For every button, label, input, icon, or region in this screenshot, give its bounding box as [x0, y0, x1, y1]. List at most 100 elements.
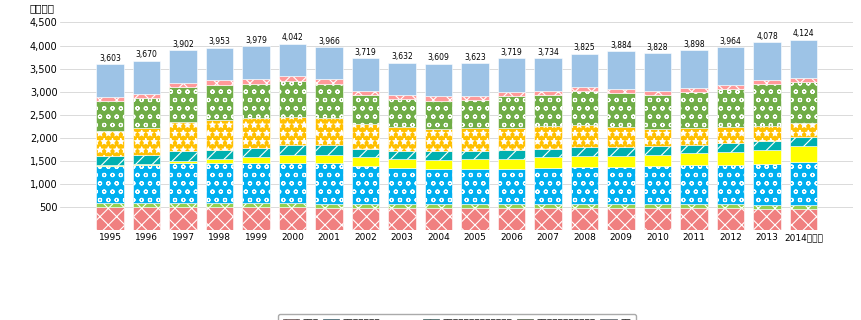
- Bar: [351, 91, 379, 95]
- Bar: [534, 126, 561, 149]
- Bar: [242, 118, 269, 148]
- Bar: [534, 208, 561, 230]
- Bar: [315, 208, 343, 230]
- Bar: [351, 95, 379, 124]
- Bar: [315, 84, 343, 118]
- Bar: [789, 82, 816, 123]
- Bar: [534, 168, 561, 204]
- Bar: [498, 96, 524, 128]
- Bar: [607, 167, 634, 204]
- Bar: [242, 79, 269, 84]
- Bar: [351, 157, 379, 166]
- Text: 3,632: 3,632: [391, 52, 412, 61]
- Bar: [96, 207, 124, 230]
- Bar: [643, 95, 671, 129]
- Bar: [279, 44, 306, 76]
- Bar: [170, 87, 196, 122]
- Bar: [133, 164, 160, 165]
- Bar: [279, 155, 306, 163]
- Bar: [570, 208, 598, 230]
- Bar: [570, 167, 598, 204]
- Bar: [753, 141, 780, 149]
- Bar: [242, 148, 269, 157]
- Bar: [206, 85, 233, 120]
- Bar: [534, 95, 561, 126]
- Bar: [607, 148, 634, 156]
- Bar: [206, 163, 233, 203]
- Bar: [206, 120, 233, 150]
- Bar: [679, 128, 707, 145]
- Bar: [570, 125, 598, 148]
- Bar: [242, 203, 269, 207]
- Bar: [170, 207, 196, 230]
- Bar: [789, 137, 816, 146]
- Bar: [716, 47, 743, 85]
- Bar: [461, 159, 488, 169]
- Bar: [570, 156, 598, 167]
- Bar: [753, 126, 780, 141]
- Bar: [170, 161, 196, 163]
- Bar: [679, 92, 707, 128]
- Bar: [607, 93, 634, 127]
- Bar: [534, 91, 561, 95]
- Bar: [96, 156, 124, 165]
- Bar: [424, 100, 452, 129]
- Text: 3,670: 3,670: [135, 51, 158, 60]
- Bar: [170, 203, 196, 207]
- Bar: [753, 149, 780, 164]
- Bar: [461, 100, 488, 128]
- Bar: [716, 164, 743, 204]
- Bar: [242, 84, 269, 118]
- Bar: [607, 89, 634, 93]
- Bar: [753, 42, 780, 80]
- Text: 3,966: 3,966: [318, 37, 339, 46]
- Bar: [388, 208, 415, 230]
- Bar: [206, 207, 233, 230]
- Bar: [498, 59, 524, 92]
- Bar: [242, 163, 269, 203]
- Legend: 通信業, 放送業, 情報サービス業, インターネット附随サービス業, 映像・音声・文字情報制作業, 情報通信関連製造業, 情報通信関連サービス業, 情報通信関連: 通信業, 放送業, 情報サービス業, インターネット附随サービス業, 映像・音声…: [278, 314, 635, 320]
- Bar: [789, 209, 816, 230]
- Text: 4,124: 4,124: [792, 29, 814, 38]
- Text: （千人）: （千人）: [30, 3, 55, 13]
- Bar: [498, 204, 524, 208]
- Bar: [424, 208, 452, 230]
- Bar: [679, 208, 707, 230]
- Bar: [388, 95, 415, 99]
- Text: 3,884: 3,884: [610, 41, 631, 50]
- Text: 3,979: 3,979: [245, 36, 267, 45]
- Bar: [461, 151, 488, 159]
- Bar: [461, 204, 488, 208]
- Bar: [388, 151, 415, 159]
- Bar: [716, 204, 743, 208]
- Bar: [206, 80, 233, 85]
- Bar: [424, 151, 452, 160]
- Bar: [424, 129, 452, 151]
- Bar: [643, 155, 671, 166]
- Bar: [424, 64, 452, 96]
- Bar: [607, 51, 634, 89]
- Bar: [170, 151, 196, 161]
- Bar: [242, 46, 269, 79]
- Bar: [351, 208, 379, 230]
- Bar: [789, 162, 816, 205]
- Bar: [753, 84, 780, 126]
- Text: 3,719: 3,719: [355, 48, 376, 57]
- Bar: [279, 117, 306, 146]
- Bar: [279, 81, 306, 117]
- Bar: [461, 96, 488, 100]
- Text: 3,828: 3,828: [646, 43, 667, 52]
- Bar: [570, 87, 598, 91]
- Text: 3,898: 3,898: [683, 40, 704, 49]
- Bar: [170, 122, 196, 151]
- Bar: [607, 204, 634, 208]
- Bar: [716, 89, 743, 127]
- Bar: [679, 88, 707, 92]
- Bar: [570, 204, 598, 208]
- Bar: [315, 79, 343, 84]
- Bar: [351, 124, 379, 148]
- Bar: [498, 169, 524, 204]
- Bar: [753, 164, 780, 205]
- Bar: [388, 204, 415, 208]
- Bar: [424, 169, 452, 204]
